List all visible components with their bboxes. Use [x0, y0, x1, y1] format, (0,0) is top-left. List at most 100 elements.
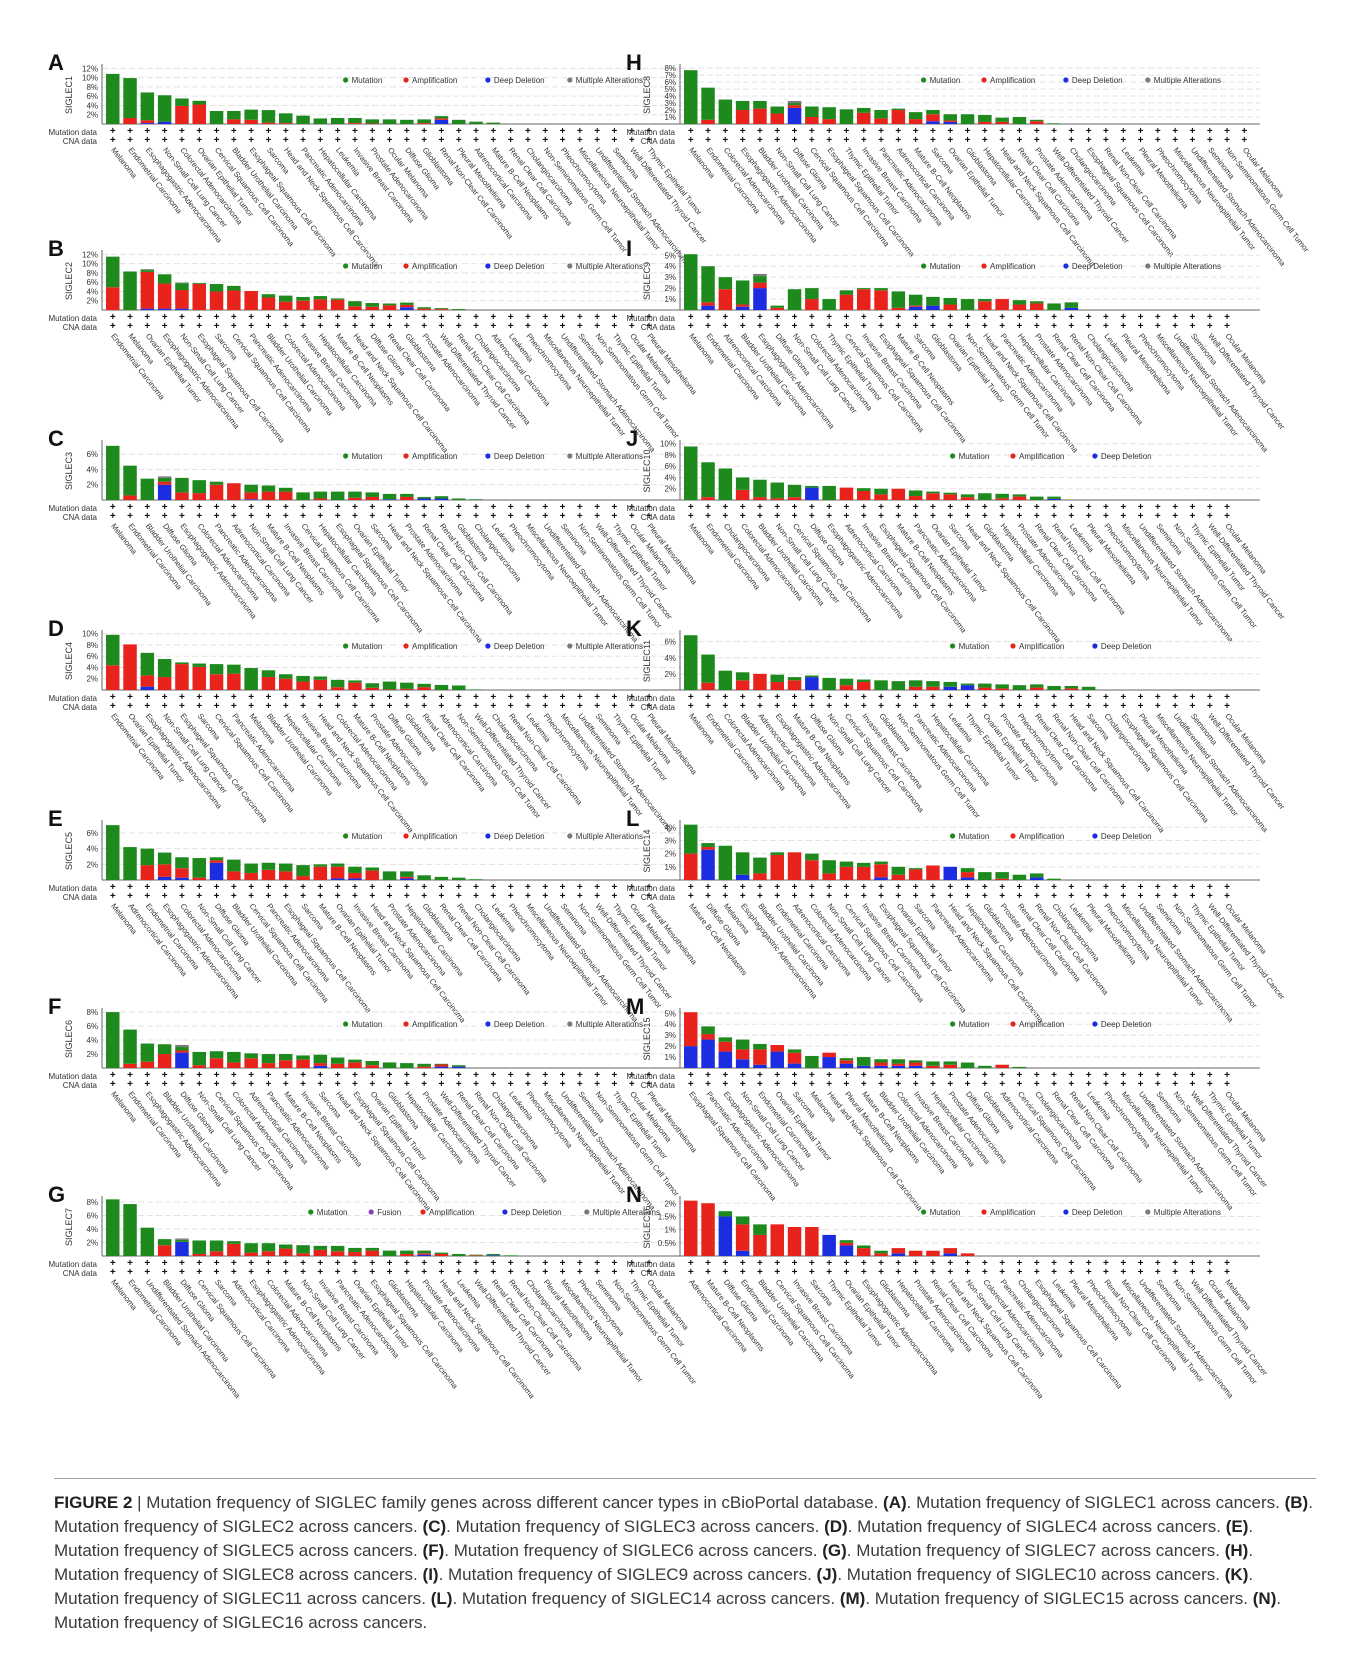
cna-data-marker: +	[1017, 1267, 1023, 1278]
bar-segment	[279, 487, 293, 492]
cna-data-marker: +	[317, 1267, 323, 1278]
bar-segment	[261, 1251, 276, 1256]
cna-data-marker: +	[335, 1079, 341, 1090]
bar-segment	[822, 873, 836, 880]
mutation-data-marker: +	[300, 312, 306, 323]
mutation-data-marker: +	[387, 882, 393, 893]
mutation-data-marker: +	[965, 882, 971, 893]
mutation-data-marker: +	[705, 882, 711, 893]
legend-marker	[1145, 263, 1151, 269]
legend-entry: Mutation	[352, 1020, 383, 1029]
bar-segment	[452, 119, 466, 124]
bar-segment	[209, 481, 224, 485]
y-tick-label: 3%	[664, 99, 676, 108]
legend-entry: Amplification	[990, 262, 1035, 271]
mutation-data-marker: +	[947, 1258, 953, 1269]
bar-segment	[770, 681, 784, 690]
bar-segment	[960, 114, 975, 124]
mutation-data-marker: +	[560, 312, 566, 323]
mutation-data-marker: +	[895, 1070, 901, 1081]
cna-data-marker: +	[757, 1079, 763, 1090]
mutation-data-marker: +	[508, 312, 514, 323]
legend-entry: Deep Deletion	[1101, 642, 1152, 651]
cna-data-marker: +	[688, 701, 694, 712]
cna-data-marker: +	[317, 1079, 323, 1090]
cna-data-marker: +	[179, 1079, 185, 1090]
bar-segment	[434, 684, 449, 690]
bar-segment	[192, 1240, 206, 1254]
bar-segment	[770, 482, 784, 499]
mutation-data-marker: +	[826, 1070, 832, 1081]
y-tick-label: 3%	[664, 1031, 676, 1040]
legend: Mutation Amplification Deep Deletion Multip…	[343, 76, 643, 85]
mutation-data-marker: +	[283, 1070, 289, 1081]
cna-data-marker: +	[179, 321, 185, 332]
mutation-data-marker: +	[421, 126, 427, 137]
caption-part-label: (H)	[1224, 1541, 1249, 1560]
bar-segment	[787, 1049, 802, 1053]
cna-data-marker: +	[144, 1267, 150, 1278]
mutation-data-marker: +	[387, 312, 393, 323]
mutation-data-marker: +	[1172, 692, 1178, 703]
bar-segment	[822, 485, 836, 500]
bar-segment	[1030, 684, 1044, 688]
bar-segment	[157, 477, 172, 482]
mutation-data-marker: +	[594, 502, 600, 513]
mutation-data-marker: +	[542, 502, 548, 513]
mutation-data-marker: +	[179, 1258, 185, 1269]
mutation-data-marker: +	[127, 502, 133, 513]
bar-segment	[296, 492, 310, 500]
mutation-data-marker: +	[525, 882, 531, 893]
bar-segment	[753, 873, 767, 880]
bar-segment	[701, 1203, 715, 1256]
bar-segment	[770, 307, 784, 310]
bar-segment	[857, 1057, 871, 1066]
cna-data-row-label: CNA data	[63, 323, 98, 332]
cna-data-marker: +	[214, 891, 220, 902]
bar-segment	[770, 1045, 784, 1052]
legend-marker	[1092, 833, 1098, 839]
cna-data-marker: +	[1051, 1267, 1057, 1278]
mutation-data-marker: +	[266, 1070, 272, 1081]
panel-i: I1%2%3%4%5%SIGLEC9 Mutation Amplification D…	[626, 236, 1287, 455]
mutation-data-marker: +	[127, 692, 133, 703]
legend-entry: Deep Deletion	[1072, 76, 1123, 85]
cna-data-marker: +	[1120, 321, 1126, 332]
cna-data-marker: +	[809, 511, 815, 522]
bar-segment	[1012, 1066, 1027, 1068]
mutation-data-marker: +	[774, 1070, 780, 1081]
mutation-data-marker: +	[999, 126, 1005, 137]
bar-segment	[227, 285, 241, 291]
bar-segment	[1030, 496, 1044, 500]
bar-segment	[296, 876, 310, 880]
cna-data-marker: +	[439, 511, 445, 522]
legend-entry: Multiple Alterations	[1154, 262, 1221, 271]
cna-data-marker: +	[542, 891, 548, 902]
bar-segment	[434, 876, 449, 880]
cna-data-marker: +	[982, 135, 988, 146]
cna-data-marker: +	[266, 1267, 272, 1278]
mutation-data-marker: +	[369, 126, 375, 137]
cna-data-marker: +	[594, 511, 600, 522]
mutation-data-marker: +	[1172, 312, 1178, 323]
bar-segment	[279, 113, 293, 124]
cna-data-marker: +	[473, 135, 479, 146]
cna-data-marker: +	[335, 321, 341, 332]
cna-data-marker: +	[722, 511, 728, 522]
bar-segment	[857, 488, 871, 491]
mutation-data-row-label: Mutation data	[627, 128, 676, 137]
cna-data-marker: +	[594, 1267, 600, 1278]
bar-segment	[908, 686, 923, 690]
cna-data-marker: +	[629, 511, 635, 522]
legend-entry: Amplification	[1019, 452, 1064, 461]
mutation-data-marker: +	[439, 126, 445, 137]
cna-data-marker: +	[248, 701, 254, 712]
mutation-data-marker: +	[1155, 1070, 1161, 1081]
mutation-data-marker: +	[248, 126, 254, 137]
cna-data-marker: +	[826, 1079, 832, 1090]
bar-segment	[175, 868, 189, 878]
mutation-data-marker: +	[214, 126, 220, 137]
bar-segment	[908, 1062, 923, 1066]
y-tick-label: 10%	[82, 74, 98, 83]
bar-segment	[365, 306, 379, 310]
